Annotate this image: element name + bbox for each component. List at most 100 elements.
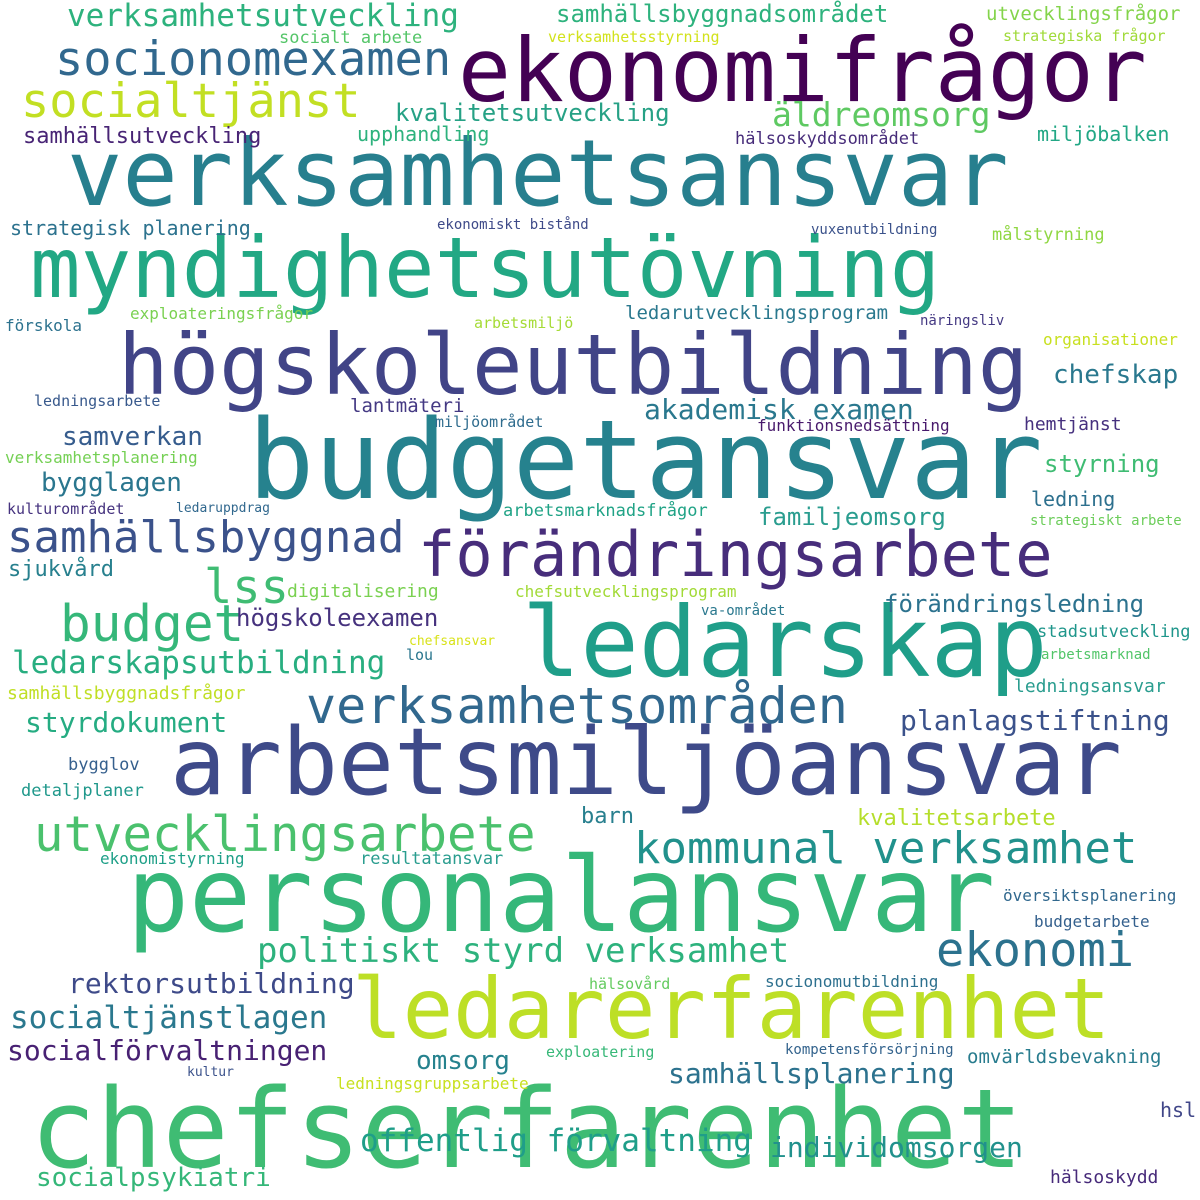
- word: organisationer: [1043, 330, 1178, 349]
- word: personalansvar: [127, 836, 996, 956]
- word: arbetsmarknad: [1041, 647, 1151, 663]
- word: myndighetsutövning: [30, 219, 941, 317]
- word: kultur: [187, 1065, 234, 1080]
- word: familjeomsorg: [758, 503, 946, 531]
- word: samhällsbyggnadsområdet: [556, 0, 889, 28]
- word: miljöbalken: [1037, 122, 1170, 146]
- word: rektorsutbildning: [68, 967, 355, 1000]
- word: styrning: [1044, 450, 1160, 478]
- word: kvalitetsarbete: [857, 806, 1056, 831]
- word: äldreomsorg: [772, 95, 991, 134]
- word: ekonomi: [936, 923, 1135, 978]
- word: ekonomifrågor: [458, 19, 1147, 122]
- word: strategisk planering: [10, 216, 251, 240]
- word: socialtjänstlagen: [10, 1000, 328, 1036]
- word: stadsutveckling: [1037, 622, 1191, 642]
- word: arbetsmiljö: [474, 314, 574, 332]
- word: verksamhetsområden: [306, 677, 848, 735]
- word: upphandling: [357, 122, 490, 146]
- word: digitalisering: [287, 581, 439, 602]
- word: budgetarbete: [1034, 912, 1150, 931]
- word: hälsovård: [589, 975, 671, 993]
- word: förändringsledning: [884, 590, 1145, 618]
- word: budgetansvar: [248, 396, 1043, 524]
- word: ekonomistyrning: [100, 849, 245, 868]
- word: ledningsansvar: [1014, 676, 1166, 697]
- word: chefsansvar: [409, 634, 496, 649]
- word: chefsutvecklingsprogram: [515, 582, 737, 601]
- word: arbetsmiljöansvar: [170, 708, 1122, 816]
- word: verksamhetsstyrning: [548, 28, 720, 46]
- word: styrdokument: [25, 706, 228, 739]
- word: resultatansvar: [360, 849, 504, 869]
- word: omsorg: [416, 1046, 510, 1076]
- word: målstyrning: [992, 225, 1105, 245]
- word: chefskap: [1053, 360, 1179, 390]
- word: ledaruppdrag: [176, 501, 270, 516]
- word: samhällsbyggnadsfrågor: [7, 683, 246, 704]
- word: verksamhetsplanering: [5, 448, 198, 467]
- word: politiskt styrd verksamhet: [257, 931, 790, 971]
- word: ledarutvecklingsprogram: [625, 302, 889, 324]
- word: samhällsbyggnad: [7, 512, 405, 563]
- word: exploateringsfrågor: [130, 304, 314, 323]
- word: arbetsmarknadsfrågor: [503, 501, 708, 521]
- word: hälsoskyddsområdet: [735, 129, 920, 149]
- word: ledning: [1031, 487, 1116, 511]
- word: verksamhetsutveckling: [67, 0, 459, 34]
- word: högskoleexamen: [236, 604, 439, 632]
- word: samhällsplanering: [668, 1057, 955, 1090]
- word: hemtjänst: [1024, 414, 1122, 435]
- word: sjukvård: [8, 557, 114, 582]
- word: va-området: [701, 603, 786, 619]
- word: socialpsykiatri: [36, 1163, 271, 1193]
- word: bygglagen: [41, 468, 182, 498]
- word: ekonomiskt bistånd: [437, 217, 589, 233]
- word: ledarskapsutbildning: [12, 645, 386, 681]
- word: ledningsgruppsarbete: [336, 1074, 529, 1093]
- word: lou: [406, 646, 434, 664]
- word: strategiska frågor: [1003, 27, 1166, 45]
- word: vuxenutbildning: [811, 222, 938, 238]
- word: strategiskt arbete: [1030, 513, 1182, 529]
- word: samverkan: [62, 422, 203, 452]
- word: budget: [60, 595, 245, 654]
- word: näringsliv: [920, 313, 1005, 329]
- word: barn: [581, 804, 634, 829]
- word: socionomutbildning: [765, 972, 939, 991]
- word: offentlig förvaltning: [360, 1123, 752, 1159]
- word: miljöområdet: [435, 413, 544, 431]
- word: översiktsplanering: [1003, 886, 1177, 905]
- word: förskola: [5, 316, 83, 335]
- word: kommunal verksamhet: [634, 823, 1138, 874]
- word: socialtjänst: [21, 74, 361, 129]
- word: samhällsutveckling: [23, 124, 262, 149]
- word: socialt arbete: [279, 28, 423, 48]
- word: detaljplaner: [21, 781, 144, 801]
- word: utvecklingsfrågor: [986, 3, 1181, 25]
- word: ledningsarbete: [34, 392, 161, 410]
- word: utvecklingsarbete: [34, 806, 536, 863]
- word: hsl: [1160, 1098, 1197, 1122]
- word: hälsoskydd: [1050, 1167, 1159, 1188]
- word: kulturområdet: [7, 500, 125, 518]
- word: funktionsnedsättning: [757, 416, 950, 435]
- word: individomsorgen: [770, 1131, 1023, 1164]
- word: ledarerfarenhet: [352, 960, 1111, 1058]
- word: bygglov: [68, 755, 140, 775]
- word: planlagstiftning: [900, 704, 1170, 737]
- word: exploatering: [546, 1043, 655, 1061]
- word: omvärldsbevakning: [967, 1046, 1162, 1068]
- word: lss: [204, 560, 289, 615]
- word: socialförvaltningen: [7, 1034, 328, 1067]
- word: kompetensförsörjning: [785, 1042, 954, 1058]
- word: verksamhetsansvar: [67, 120, 1009, 227]
- word: socionomexamen: [55, 32, 452, 87]
- word: högskoleutbildning: [118, 316, 1029, 414]
- word: förändringsarbete: [418, 518, 1053, 591]
- word: kvalitetsutveckling: [395, 99, 670, 127]
- word: lantmäteri: [350, 395, 465, 417]
- word: akademisk examen: [644, 393, 914, 426]
- word: chefserfarenhet: [30, 1065, 1024, 1193]
